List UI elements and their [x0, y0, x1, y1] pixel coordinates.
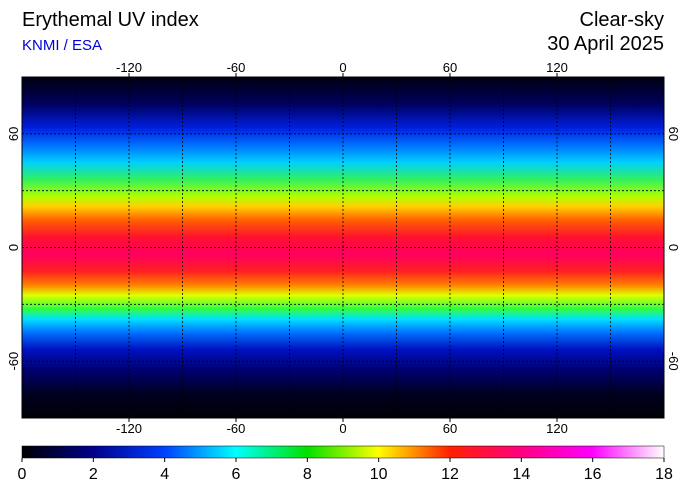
x-tick-label: 120	[546, 60, 568, 75]
x-tick-label: -60	[227, 421, 246, 436]
y-tick-label: 0	[6, 244, 21, 251]
colorbar	[21, 445, 665, 459]
x-tick-label: 0	[339, 60, 346, 75]
y-tick-label: 0	[666, 244, 681, 251]
colorbar-tick-label: 10	[370, 466, 388, 483]
colorbar-tick-label: 4	[160, 466, 169, 483]
y-tick-label: -60	[6, 352, 21, 371]
source: KNMI / ESA	[22, 37, 102, 54]
colorbar-tick-label: 8	[303, 466, 312, 483]
colorbar-tick-label: 18	[655, 466, 673, 483]
date: 30 April 2025	[547, 33, 664, 55]
mode: Clear-sky	[580, 9, 664, 31]
x-tick-label: -120	[116, 421, 142, 436]
x-tick-label: -120	[116, 60, 142, 75]
y-tick-label: -60	[666, 352, 681, 371]
x-tick-label: 120	[546, 421, 568, 436]
x-tick-label: 60	[443, 60, 457, 75]
colorbar-tick-label: 0	[18, 466, 27, 483]
colorbar-tick-label: 6	[232, 466, 241, 483]
y-tick-label: 60	[666, 127, 681, 141]
title: Erythemal UV index	[22, 9, 199, 31]
colorbar-tick-label: 16	[584, 466, 602, 483]
x-tick-label: 60	[443, 421, 457, 436]
x-tick-label: 0	[339, 421, 346, 436]
y-tick-label: 60	[6, 127, 21, 141]
colorbar-tick-label: 12	[441, 466, 459, 483]
colorbar-tick-label: 2	[89, 466, 98, 483]
x-tick-label: -60	[227, 60, 246, 75]
colorbar-tick-label: 14	[512, 466, 530, 483]
